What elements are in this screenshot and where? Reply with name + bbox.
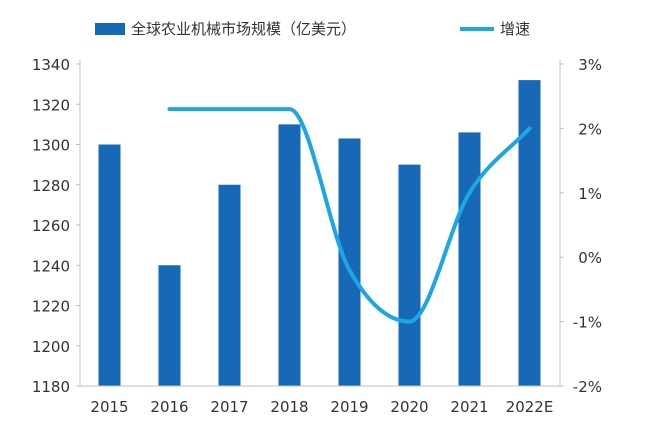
bar-2020 xyxy=(398,164,421,386)
bar-series xyxy=(98,80,541,386)
growth-line-path xyxy=(167,107,532,324)
left-axis-tick-label: 1300 xyxy=(32,137,70,155)
bar-2016 xyxy=(158,265,181,386)
right-axis-tick-label: -1% xyxy=(573,314,602,332)
bar-2021 xyxy=(458,132,481,386)
x-axis-tick-label: 2018 xyxy=(270,398,308,416)
left-axis-tick-label: 1180 xyxy=(32,378,70,396)
right-axis-tick-label: 0% xyxy=(578,249,602,267)
right-axis-tick-label: 3% xyxy=(578,56,602,74)
left-axis-tick-label: 1240 xyxy=(32,257,70,275)
growth-line-series xyxy=(167,107,532,324)
legend-bar-swatch xyxy=(95,23,125,35)
left-axis-tick-label: 1200 xyxy=(32,338,70,356)
left-axis-tick-label: 1280 xyxy=(32,177,70,195)
legend-bar-label: 全球农业机械市场规模（亿美元） xyxy=(131,20,356,38)
x-axis-tick-label: 2017 xyxy=(210,398,248,416)
x-axis-tick-label: 2021 xyxy=(450,398,488,416)
x-axis-tick-label: 2022E xyxy=(506,398,554,416)
x-axis-tick-label: 2020 xyxy=(390,398,428,416)
legend: 全球农业机械市场规模（亿美元） 增速 xyxy=(95,20,530,38)
left-axis-tick-label: 1260 xyxy=(32,217,70,235)
bar-2022E xyxy=(518,80,541,386)
left-axis-tick-label: 1320 xyxy=(32,96,70,114)
bar-2015 xyxy=(98,144,121,386)
x-axis: 2015 2016 2017 2018 2019 2020 2021 2022E xyxy=(80,385,560,416)
x-axis-tick-label: 2019 xyxy=(330,398,368,416)
bar-2017 xyxy=(218,184,241,386)
x-axis-tick-label: 2015 xyxy=(90,398,128,416)
right-axis-tick-label: 2% xyxy=(578,120,602,138)
right-axis: -2% -1% 0% 1% 2% 3% xyxy=(559,56,602,396)
bar-2019 xyxy=(338,138,361,386)
legend-line-label: 增速 xyxy=(500,20,530,38)
left-axis-tick-label: 1340 xyxy=(32,56,70,74)
right-axis-tick-label: -2% xyxy=(573,378,602,396)
left-axis-tick-label: 1220 xyxy=(32,298,70,316)
left-axis: 1180 1200 1220 1240 1260 1280 1300 1320 1340 xyxy=(32,56,81,396)
bar-2018 xyxy=(278,124,301,386)
x-axis-tick-label: 2016 xyxy=(150,398,188,416)
right-axis-tick-label: 1% xyxy=(578,185,602,203)
